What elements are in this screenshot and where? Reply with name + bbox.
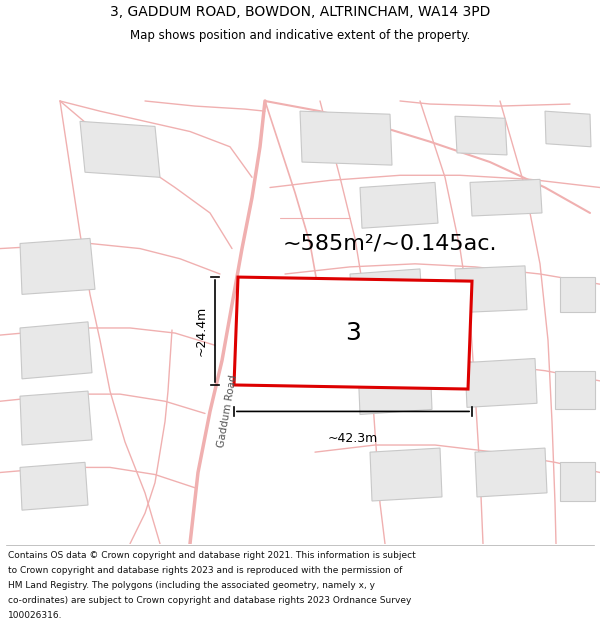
- Polygon shape: [455, 266, 527, 312]
- Polygon shape: [234, 277, 472, 389]
- Text: Contains OS data © Crown copyright and database right 2021. This information is : Contains OS data © Crown copyright and d…: [8, 551, 416, 560]
- Text: to Crown copyright and database rights 2023 and is reproduced with the permissio: to Crown copyright and database rights 2…: [8, 566, 402, 575]
- Polygon shape: [360, 182, 438, 228]
- Polygon shape: [358, 361, 432, 414]
- Polygon shape: [20, 462, 88, 510]
- Text: ~585m²/~0.145ac.: ~585m²/~0.145ac.: [283, 234, 497, 254]
- Text: co-ordinates) are subject to Crown copyright and database rights 2023 Ordnance S: co-ordinates) are subject to Crown copyr…: [8, 596, 411, 605]
- Text: ~42.3m: ~42.3m: [328, 432, 378, 445]
- Text: HM Land Registry. The polygons (including the associated geometry, namely x, y: HM Land Registry. The polygons (includin…: [8, 581, 375, 590]
- Polygon shape: [470, 179, 542, 216]
- Polygon shape: [20, 391, 92, 445]
- Polygon shape: [455, 116, 507, 155]
- Text: 3, GADDUM ROAD, BOWDON, ALTRINCHAM, WA14 3PD: 3, GADDUM ROAD, BOWDON, ALTRINCHAM, WA14…: [110, 5, 490, 19]
- Text: Map shows position and indicative extent of the property.: Map shows position and indicative extent…: [130, 29, 470, 42]
- Polygon shape: [560, 462, 595, 501]
- Polygon shape: [555, 371, 595, 409]
- Text: 100026316.: 100026316.: [8, 611, 62, 620]
- Text: ~24.4m: ~24.4m: [194, 306, 208, 356]
- Text: 3: 3: [345, 321, 361, 345]
- Polygon shape: [465, 359, 537, 408]
- Polygon shape: [545, 111, 591, 147]
- Polygon shape: [80, 121, 160, 177]
- Polygon shape: [370, 448, 442, 501]
- Text: Gaddum Road: Gaddum Road: [215, 374, 238, 449]
- Polygon shape: [300, 111, 392, 165]
- Polygon shape: [475, 448, 547, 497]
- Polygon shape: [20, 322, 92, 379]
- Polygon shape: [20, 238, 95, 294]
- Polygon shape: [350, 269, 423, 323]
- Polygon shape: [560, 277, 595, 312]
